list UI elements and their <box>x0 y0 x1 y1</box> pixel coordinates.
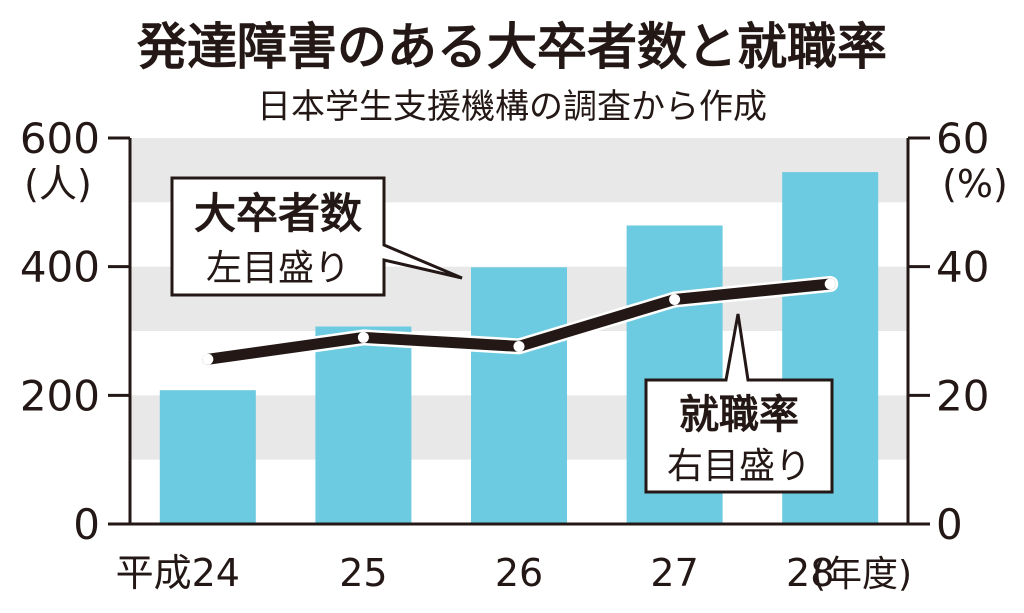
x-tick-label: 27 <box>650 551 698 595</box>
x-tick-label: 28 <box>786 551 834 595</box>
right-axis-ticks: 0 20 40 60 <box>908 114 989 549</box>
x-axis-suffix: (年度) <box>812 554 912 595</box>
callout-bar-box <box>170 176 463 297</box>
callout-bar-title: 大卒者数 <box>194 189 362 238</box>
line-point <box>202 353 214 365</box>
bar <box>471 267 567 524</box>
bar <box>315 326 412 524</box>
right-axis-unit: (%) <box>942 162 1008 206</box>
right-tick-label: 40 <box>936 243 989 292</box>
left-axis-unit: (人) <box>24 162 92 206</box>
axes <box>108 138 930 526</box>
line-point <box>669 293 681 305</box>
x-tick-label: 平成24 <box>116 551 240 595</box>
left-tick-label: 200 <box>20 371 100 420</box>
left-tick-label: 0 <box>73 500 100 549</box>
line-point <box>824 278 836 290</box>
callout-line-sub: 右目盛り <box>667 446 811 487</box>
callout-bar-sub: 左目盛り <box>206 248 350 289</box>
line-point <box>357 331 369 343</box>
callout-line-box <box>644 313 834 494</box>
right-tick-label: 20 <box>936 371 989 420</box>
chart-title: 発達障害のある大卒者数と就職率 <box>137 18 887 76</box>
bar <box>159 390 256 524</box>
callout-line-series: 就職率 右目盛り <box>644 313 834 494</box>
x-tick-label: 25 <box>339 551 387 595</box>
left-tick-label: 400 <box>20 243 100 292</box>
left-axis-ticks: 0 200 400 600 <box>20 114 130 549</box>
x-axis-labels: 平成24 25 26 27 28 <box>116 551 835 595</box>
line-series <box>199 276 839 368</box>
right-tick-label: 60 <box>936 114 989 163</box>
callout-bar-series: 大卒者数 左目盛り <box>170 176 463 297</box>
callout-line-title: 就職率 <box>679 392 799 438</box>
x-tick-label: 26 <box>495 551 543 595</box>
line-point <box>513 340 525 352</box>
right-tick-label: 0 <box>936 500 963 549</box>
chart-subtitle: 日本学生支援機構の調査から作成 <box>257 87 767 127</box>
left-tick-label: 600 <box>20 114 100 163</box>
